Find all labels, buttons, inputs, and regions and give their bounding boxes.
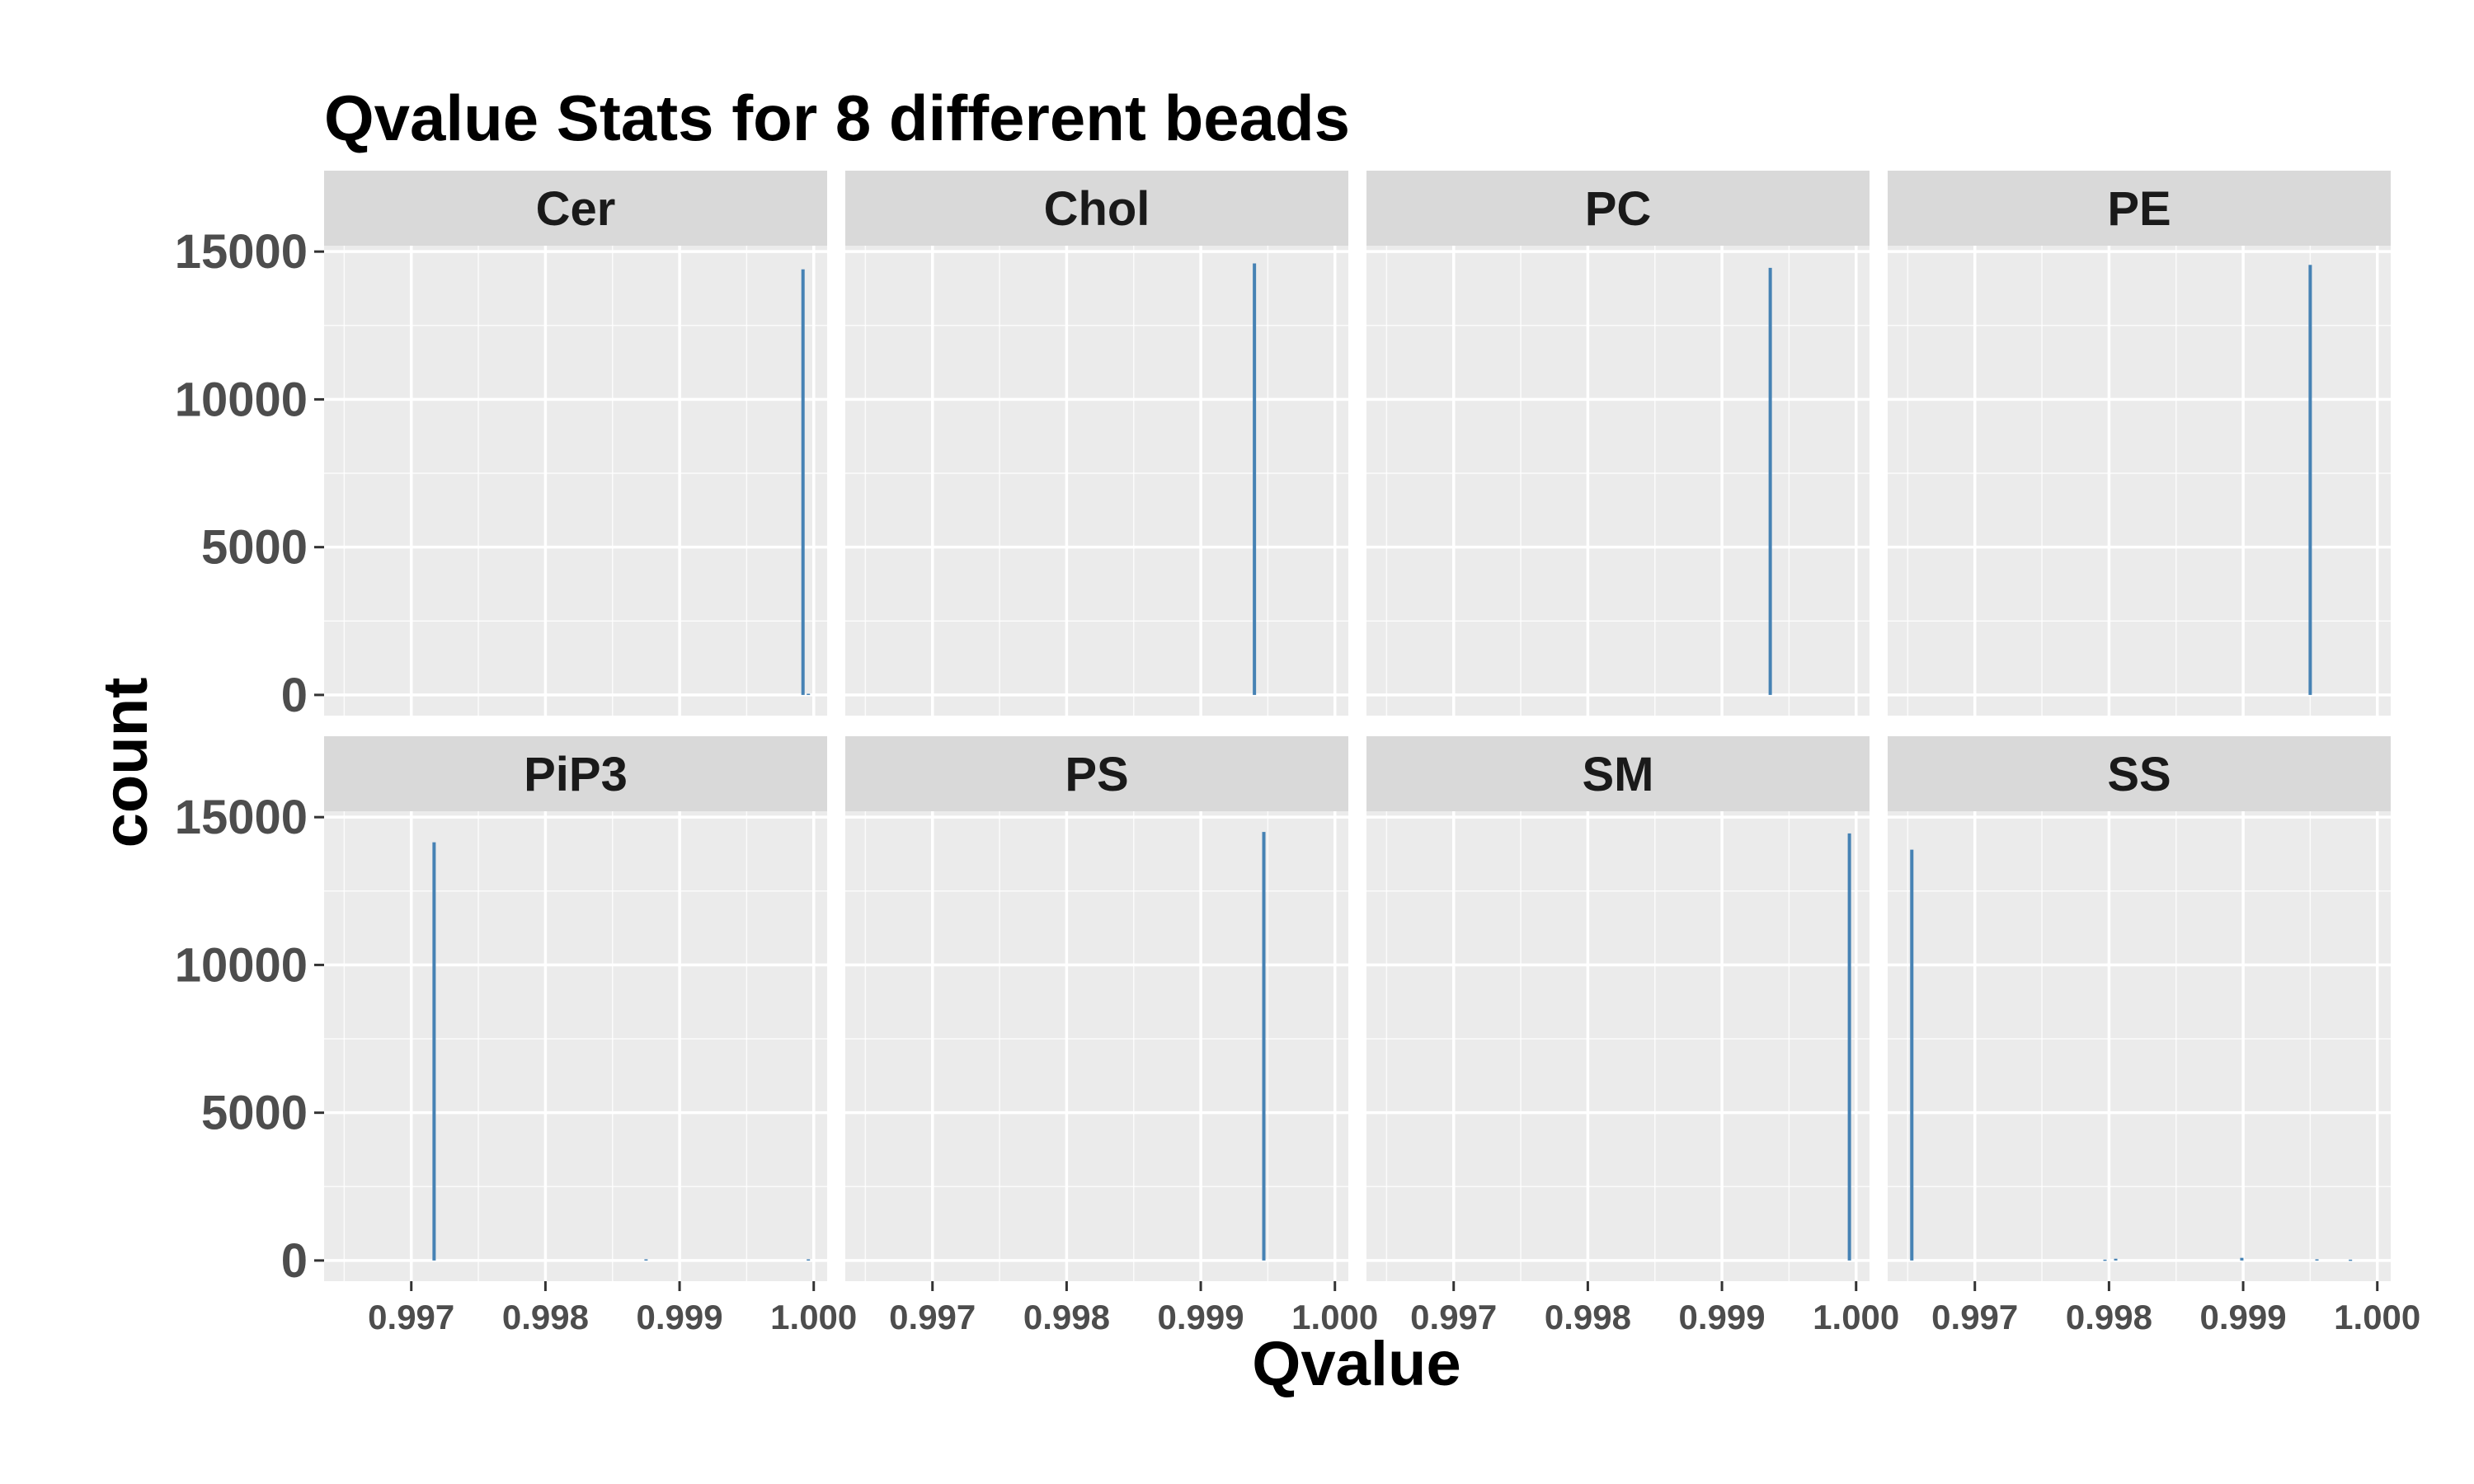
facet-strip-label: PE [2107,182,2171,236]
facet-strip-label: PiP3 [524,748,628,801]
x-tick-label: 0.998 [1545,1298,1631,1336]
panel-background [1888,811,2391,1281]
facet-strip [1888,171,2391,246]
x-tick-label: 0.999 [2200,1298,2287,1336]
x-tick-label: 0.998 [2066,1298,2152,1336]
facet-strip-label: PS [1065,748,1128,801]
x-tick-label: 0.999 [1679,1298,1766,1336]
y-tick-label: 5000 [201,1087,308,1140]
histogram-bar [2240,1257,2244,1261]
y-tick-label: 15000 [175,225,308,279]
histogram-bar [2308,265,2312,695]
facet-strip-label: Chol [1044,182,1150,236]
y-tick-label: 15000 [175,791,308,844]
histogram-bar [801,269,805,695]
facet-panel-ps: PS 0.997 0.998 0.999 1.000 [845,736,1378,1336]
y-tick-label: 10000 [175,938,308,992]
facet-strip [324,171,827,246]
panel-background [324,811,827,1281]
x-tick-label: 0.997 [368,1298,454,1336]
histogram-bar [2114,1258,2118,1261]
y-tick-label: 5000 [201,521,308,575]
histogram-bar [2349,1259,2353,1261]
facet-strip [845,171,1348,246]
y-tick-label: 0 [281,669,308,722]
panel-background [1888,246,2391,716]
y-tick-label: 0 [281,1234,308,1288]
facet-panel-sm: SM 0.997 0.998 0.999 1.000 [1366,736,1899,1336]
x-tick-label: 0.997 [1410,1298,1497,1336]
x-tick-label: 1.000 [2334,1298,2420,1336]
histogram-bar [1768,267,1772,695]
x-tick-label: 0.998 [502,1298,589,1336]
panel-background [845,246,1348,716]
histogram-bar [1847,833,1851,1261]
x-tick-label: 0.999 [1158,1298,1244,1336]
histogram-bar [807,1259,811,1261]
facet-panel-pip3: PiP3 0 5000 10000 15000 0.997 0.998 0.999 1.000 [175,736,857,1336]
facet-strip [324,736,827,811]
facet-panel-pc: PC [1366,171,1870,716]
panel-background [324,246,827,716]
facet-panel-chol: Chol [845,171,1348,716]
x-tick-label: 0.999 [637,1298,723,1336]
facet-strip-label: Cer [536,182,616,236]
panel-background [845,811,1348,1281]
histogram-bar [432,842,436,1261]
chart-title: Qvalue Stats for 8 different beads [324,82,1350,154]
facet-strip [1366,171,1870,246]
histogram-bar [807,693,811,695]
facet-panel-cer: Cer 0 5000 10000 15000 [175,171,827,722]
x-tick-label: 0.998 [1023,1298,1110,1336]
x-tick-label: 0.997 [889,1298,976,1336]
histogram-bar [1253,263,1257,695]
x-tick-label: 1.000 [1291,1298,1378,1336]
histogram-bar [644,1259,648,1261]
facet-panels: Cer 0 5000 10000 15000 Chol PC PE PiP3 0 5000 10000… [175,171,2420,1336]
facet-panel-pe: PE [1888,171,2391,716]
histogram-bar [1262,832,1266,1261]
facet-strip [845,736,1348,811]
x-tick-label: 0.997 [1931,1298,2018,1336]
facet-strip-label: SS [2107,748,2171,801]
histogram-bar [2103,1259,2107,1261]
facet-strip-label: SM [1583,748,1654,801]
facet-strip-label: PC [1585,182,1652,236]
y-axis-title: count [91,678,161,848]
x-tick-label: 1.000 [770,1298,857,1336]
histogram-bar [2315,1259,2319,1261]
x-axis-title: Qvalue [1252,1329,1460,1399]
y-tick-label: 10000 [175,373,308,426]
facet-strip [1888,736,2391,811]
x-tick-label: 1.000 [1813,1298,1899,1336]
panel-background [1366,811,1870,1281]
facet-panel-ss: SS 0.997 0.998 0.999 1.000 [1888,736,2420,1336]
facet-strip [1366,736,1870,811]
histogram-bar [1910,849,1914,1261]
panel-background [1366,246,1870,716]
